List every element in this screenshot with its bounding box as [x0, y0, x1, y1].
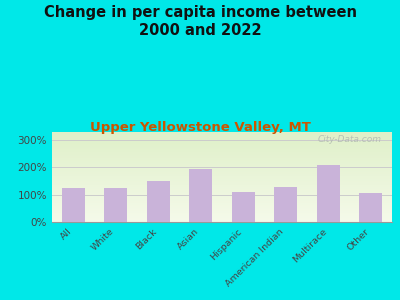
- Bar: [232, 192, 255, 222]
- Bar: [359, 194, 382, 222]
- Bar: [104, 188, 128, 222]
- Text: Upper Yellowstone Valley, MT: Upper Yellowstone Valley, MT: [90, 122, 310, 134]
- Text: City-Data.com: City-Data.com: [318, 135, 382, 144]
- Bar: [316, 165, 340, 222]
- Bar: [146, 181, 170, 222]
- Bar: [62, 188, 85, 222]
- Text: Change in per capita income between
2000 and 2022: Change in per capita income between 2000…: [44, 4, 356, 38]
- Bar: [189, 169, 212, 222]
- Bar: [274, 187, 298, 222]
